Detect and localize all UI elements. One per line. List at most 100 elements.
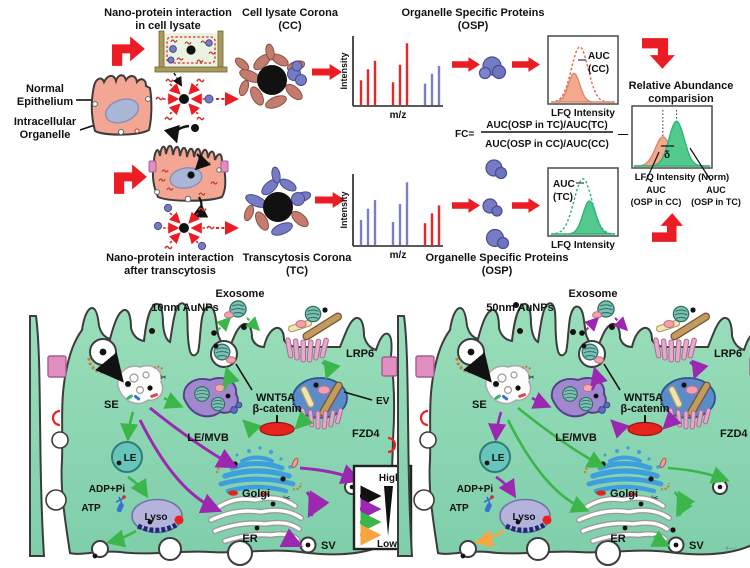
le-label: LE xyxy=(492,453,505,464)
orange-arrow xyxy=(474,529,505,548)
adp-pi-label: ADP+Pi xyxy=(457,484,494,495)
fc-denominator: AUC(OSP in CC)/AUC(CC) xyxy=(485,139,609,150)
atp-label: ATP xyxy=(449,503,469,514)
auc-tc-plot: AUC (TC) LFQ Intensity xyxy=(547,167,619,251)
legend-low: Low xyxy=(377,539,397,550)
beta-catenin-label: β-catenin xyxy=(253,403,302,415)
comparison-plot: δ LFQ Intensity (Norm) AUC (OSP in CC) A… xyxy=(631,105,741,242)
label-nano-lysate: Nano-protein interaction xyxy=(104,7,232,19)
osp-protein-blob xyxy=(478,56,507,80)
le-mvb-label: LE/MVB xyxy=(187,432,229,444)
er-label: ER xyxy=(610,533,625,545)
fc-formula: FC= AUC(OSP in TC)/AUC(TC) AUC(OSP in CC… xyxy=(455,120,628,150)
epithelium-cell xyxy=(90,74,153,136)
golgi-label: Golgi xyxy=(242,488,270,500)
arrow-to-lysate xyxy=(112,36,145,66)
lfq-norm-label: LFQ Intensity (Norm) xyxy=(635,172,729,183)
green-arrows xyxy=(106,359,341,548)
nano-protein-star xyxy=(155,78,239,121)
cell-left-title: 10nm AuNPs xyxy=(151,302,218,314)
ev-label: EV xyxy=(376,396,390,407)
auc-osp-tc: AUC xyxy=(706,185,726,195)
fc-numerator: AUC(OSP in TC)/AUC(TC) xyxy=(486,120,607,131)
arrow-legend: High Low xyxy=(352,464,413,551)
label-osp-top: Organelle Specific Proteins xyxy=(401,7,544,19)
exosome-arrows-green xyxy=(216,316,261,332)
label-organelle: Organelle xyxy=(20,129,71,141)
fc-minus: — xyxy=(618,129,628,140)
ms-cc-xlabel: m/z xyxy=(390,110,407,121)
legend-high: High xyxy=(379,473,401,484)
cell-panel-10nm: 10nm AuNPs Exosome LRP6 WNT5A EV SE β-ca… xyxy=(30,288,413,565)
label-epithelium: Epithelium xyxy=(17,96,73,108)
golgi-label: Golgi xyxy=(610,488,638,500)
label-normal: Normal xyxy=(26,83,64,95)
adp-pi-label: ADP+Pi xyxy=(89,484,126,495)
auc-tc-label-2: (TC) xyxy=(553,192,573,203)
ms-tc-ylabel: Intensity xyxy=(339,191,349,228)
er-label: ER xyxy=(242,533,257,545)
ms-chart-cc: Intensity m/z xyxy=(339,36,443,121)
nucleus xyxy=(104,98,140,124)
transcytosis-cell xyxy=(148,144,229,218)
lyso-label: Lyso xyxy=(513,512,536,523)
auc-cc-label-2: (CC) xyxy=(588,64,609,75)
wnt5a-label: WNT5A xyxy=(256,392,295,404)
lrp6-label: LRP6 xyxy=(346,348,374,360)
label-tc: Transcytosis Corona xyxy=(243,252,353,264)
ms-cc-ylabel: Intensity xyxy=(339,52,349,89)
auc-cc-label: AUC xyxy=(588,51,610,62)
label-rel-abundance-2: comparision xyxy=(648,93,714,105)
label-cc: Cell lysate Corona xyxy=(242,7,339,19)
sv-label: SV xyxy=(689,540,704,552)
lyso-label: Lyso xyxy=(145,512,168,523)
arrow-osp-to-auc xyxy=(512,57,540,72)
label-intracellular: Intracellular xyxy=(14,116,77,128)
ms-tc-xlabel: m/z xyxy=(390,250,407,261)
exosome-label: Exosome xyxy=(216,288,265,300)
exosome-label: Exosome xyxy=(569,288,618,300)
le-mvb-label: LE/MVB xyxy=(555,432,597,444)
nano-protein-star-tc xyxy=(153,203,239,251)
auc-osp-tc-2: (OSP in TC) xyxy=(691,197,741,207)
auc-osp-cc-2: (OSP in CC) xyxy=(631,197,682,207)
exosome-arrows-purple xyxy=(584,316,629,332)
cell-lysate-corona xyxy=(234,43,307,109)
arrow-corona-to-ms xyxy=(312,64,342,80)
label-rel-abundance: Relative Abundance xyxy=(629,80,734,92)
label-osp-bottom-2: (OSP) xyxy=(482,265,513,277)
label-nano-transcytosis: Nano-protein interaction xyxy=(106,252,234,264)
auc-cc-xlabel: LFQ Intensity xyxy=(551,108,615,119)
green-arrows xyxy=(506,406,730,547)
nucleus xyxy=(169,167,203,189)
back-arrow-glyph[interactable]: ← xyxy=(722,536,739,555)
auc-osp-cc: AUC xyxy=(646,185,666,195)
fc-lhs: FC= xyxy=(455,129,474,140)
cell-right-title: 50nm AuNPs xyxy=(486,302,553,314)
wnt5a-label: WNT5A xyxy=(624,392,663,404)
transcytosis-corona xyxy=(243,166,312,236)
delta-label: δ xyxy=(664,150,670,161)
label-nano-lysate-2: in cell lysate xyxy=(135,20,200,32)
osp-protein-blobs-tc xyxy=(482,159,510,250)
label-cc-2: (CC) xyxy=(278,20,302,32)
lrp6-label: LRP6 xyxy=(714,348,742,360)
arrow-osp-to-auc-tc xyxy=(512,198,540,213)
se-label: SE xyxy=(104,399,119,411)
fzd4-label: FZD4 xyxy=(720,428,748,440)
arrow-to-comparison xyxy=(642,38,675,69)
se-label: SE xyxy=(472,399,487,411)
purple-arrows xyxy=(488,359,709,499)
arrow-ms-to-osp-tc xyxy=(452,198,480,213)
lysate-beaker xyxy=(154,30,228,73)
arrow-ms-to-osp xyxy=(452,57,480,72)
label-osp-bottom: Organelle Specific Proteins xyxy=(425,252,568,264)
cell-panel-50nm: 50nm AuNPs Exosome LRP6 WNT5A SE β-caten… xyxy=(398,288,750,565)
workflow-panel: Nano-protein interaction in cell lysate … xyxy=(14,7,741,277)
arrow-from-auc-tc xyxy=(652,213,683,242)
label-nano-transcytosis-2: after transcytosis xyxy=(124,265,216,277)
le-label: LE xyxy=(124,453,137,464)
label-tc-2: (TC) xyxy=(286,265,308,277)
fzd4-label: FZD4 xyxy=(352,428,380,440)
